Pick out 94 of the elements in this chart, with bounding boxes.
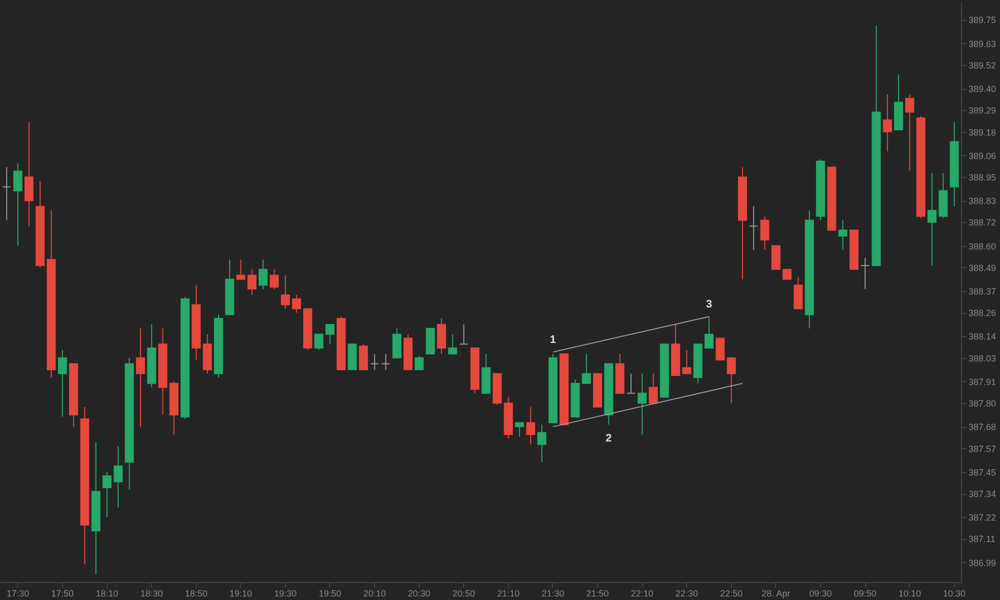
annotation: 3 bbox=[706, 298, 712, 311]
annotation: 2 bbox=[606, 432, 612, 445]
y-tick-label: 389.18 bbox=[968, 127, 996, 138]
y-tick-label: 388.95 bbox=[968, 172, 996, 182]
y-tick-label: 388.60 bbox=[968, 241, 996, 252]
candlestick bbox=[414, 355, 424, 370]
x-tick-label: 18:30 bbox=[140, 588, 163, 598]
x-tick-label: 19:30 bbox=[274, 588, 297, 598]
x-tick-label: 18:10 bbox=[96, 588, 118, 598]
x-tick-label: 21:10 bbox=[497, 588, 520, 598]
x-tick-label: 09:50 bbox=[854, 588, 876, 598]
candlestick bbox=[136, 328, 145, 428]
candlestick bbox=[436, 318, 446, 354]
x-tick-label: 10:30 bbox=[943, 588, 966, 598]
candlestick bbox=[292, 294, 302, 314]
candlestick bbox=[258, 259, 268, 290]
candlestick bbox=[370, 353, 380, 370]
candlestick bbox=[381, 353, 390, 370]
candlestick bbox=[392, 328, 402, 358]
candlestick bbox=[760, 216, 770, 250]
y-tick-label: 389.52 bbox=[968, 60, 996, 70]
y-tick-label: 387.80 bbox=[968, 398, 996, 409]
candlestick bbox=[314, 334, 324, 350]
candlestick bbox=[270, 268, 279, 290]
candlestick bbox=[782, 268, 792, 280]
y-tick-label: 388.49 bbox=[968, 262, 996, 273]
y-tick-label: 387.91 bbox=[968, 376, 996, 387]
x-tick-label: 20:30 bbox=[408, 588, 430, 598]
y-tick-label: 389.40 bbox=[968, 84, 996, 94]
candlestick bbox=[726, 357, 736, 404]
x-tick-label: 20:50 bbox=[452, 588, 476, 598]
candlestick bbox=[13, 162, 22, 246]
y-tick-label: 387.57 bbox=[968, 444, 996, 454]
candlestick bbox=[58, 350, 67, 418]
candlestick bbox=[771, 245, 780, 270]
candlestick bbox=[515, 422, 524, 438]
y-tick-label: 387.45 bbox=[968, 467, 996, 478]
x-tick-label: 21:50 bbox=[586, 588, 609, 598]
candlestick bbox=[638, 373, 647, 436]
x-tick-label: 19:50 bbox=[318, 588, 342, 598]
candlestick bbox=[860, 257, 870, 290]
candlestick bbox=[280, 274, 290, 310]
candlestick bbox=[537, 424, 546, 463]
y-tick-label: 386.99 bbox=[968, 558, 996, 568]
x-tick-label: 28. Apr bbox=[762, 588, 790, 598]
y-tick-label: 388.26 bbox=[968, 308, 996, 318]
candlestick bbox=[247, 268, 256, 296]
candlestick bbox=[325, 324, 334, 345]
x-tick-label: 20:10 bbox=[363, 588, 386, 598]
candlestick bbox=[24, 121, 34, 227]
candlestick bbox=[648, 373, 658, 404]
y-tick-label: 388.83 bbox=[968, 196, 996, 206]
candlestick bbox=[358, 344, 368, 370]
candlestick bbox=[794, 276, 803, 310]
candlestick bbox=[236, 259, 246, 280]
y-tick-label: 389.29 bbox=[968, 106, 996, 116]
x-tick-label: 22:30 bbox=[675, 588, 698, 598]
annotation: 1 bbox=[550, 334, 556, 346]
x-tick-label: 17:50 bbox=[51, 588, 74, 598]
candlestick bbox=[526, 406, 536, 445]
y-tick-label: 388.37 bbox=[968, 286, 996, 297]
y-tick-label: 389.06 bbox=[968, 150, 996, 161]
candlestick bbox=[882, 94, 892, 152]
x-tick-label: 22:10 bbox=[630, 588, 654, 598]
candlestick bbox=[582, 353, 591, 384]
x-tick-label: 19:10 bbox=[230, 588, 252, 598]
y-tick-label: 388.72 bbox=[968, 218, 996, 228]
x-tick-label: 21:30 bbox=[542, 588, 564, 598]
y-tick-label: 387.34 bbox=[968, 489, 996, 500]
candlestick bbox=[682, 350, 692, 374]
candlestick bbox=[838, 220, 848, 250]
y-tick-label: 389.75 bbox=[968, 15, 996, 26]
candlestick bbox=[114, 446, 123, 508]
candlestick bbox=[749, 206, 758, 250]
candlestick bbox=[626, 373, 636, 394]
candlestick bbox=[2, 166, 12, 221]
candlestick bbox=[704, 316, 714, 349]
y-tick-label: 387.22 bbox=[968, 512, 996, 523]
y-tick-label: 387.11 bbox=[968, 534, 996, 544]
y-tick-label: 389.63 bbox=[968, 38, 996, 49]
x-tick-label: 22:50 bbox=[720, 588, 743, 598]
candlestick bbox=[459, 324, 468, 345]
x-tick-label: 10:10 bbox=[898, 588, 921, 598]
candlestick bbox=[716, 338, 725, 360]
y-tick-label: 387.68 bbox=[968, 422, 996, 432]
candlestick bbox=[905, 94, 914, 172]
candlestick bbox=[102, 471, 112, 518]
candlestick bbox=[448, 334, 458, 354]
x-tick-label: 17:30 bbox=[6, 588, 30, 598]
y-tick-label: 388.03 bbox=[968, 353, 996, 364]
x-tick-label: 18:50 bbox=[184, 588, 208, 598]
candlestick bbox=[928, 172, 937, 266]
x-tick-label: 09:30 bbox=[809, 588, 832, 598]
y-tick-label: 388.14 bbox=[968, 332, 996, 342]
